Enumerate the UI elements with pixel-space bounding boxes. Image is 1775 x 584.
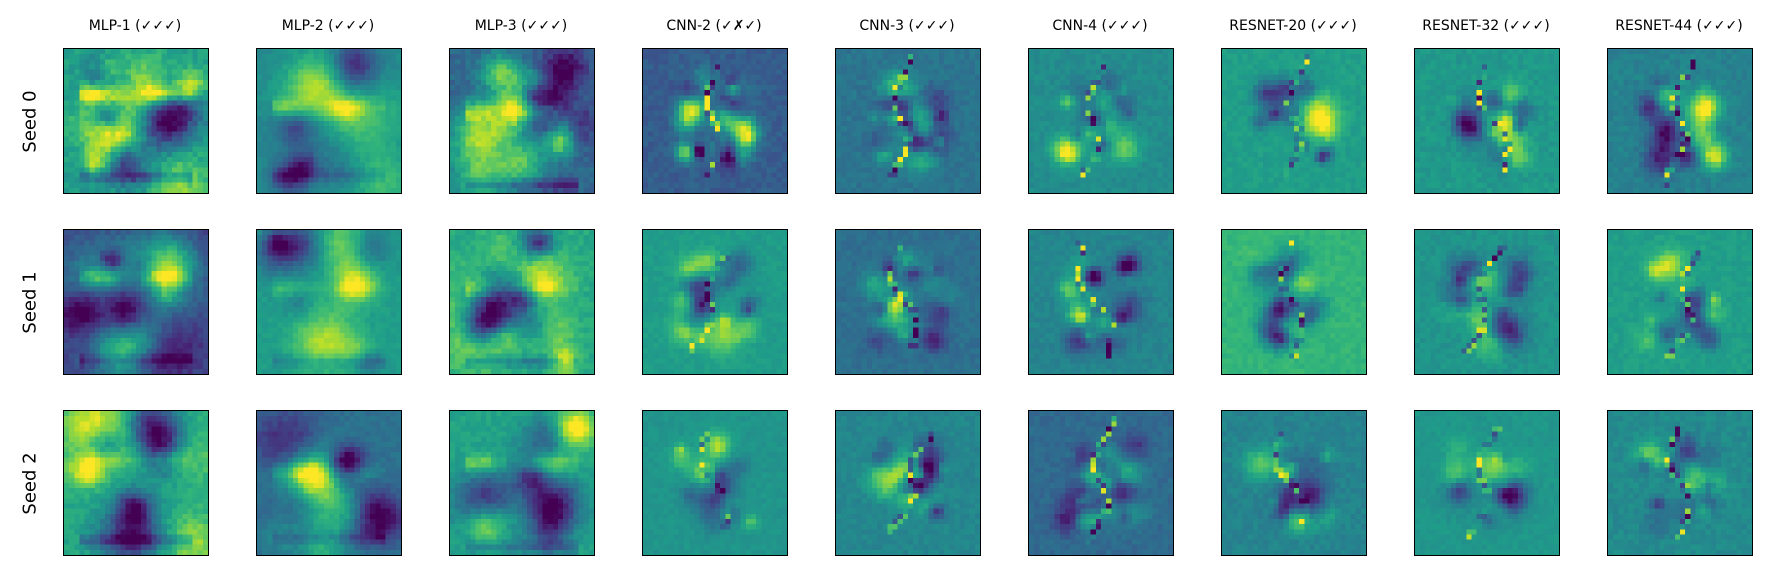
heatmap-panel <box>1221 229 1367 375</box>
heatmap-image <box>643 230 787 374</box>
heatmap-image <box>1608 230 1752 374</box>
heatmap-image <box>1029 230 1173 374</box>
heatmap-image <box>1222 49 1366 193</box>
heatmap-panel <box>835 410 981 556</box>
column-title: RESNET-20 (✓✓✓) <box>1229 18 1357 34</box>
column-title: MLP-2 (✓✓✓) <box>281 18 375 34</box>
heatmap-image <box>1415 230 1559 374</box>
heatmap-image <box>257 411 401 555</box>
column-title: CNN-2 (✓✗✓) <box>666 18 762 34</box>
heatmap-image <box>1222 230 1366 374</box>
heatmap-image <box>450 230 594 374</box>
heatmap-panel <box>256 410 402 556</box>
heatmap-panel <box>1414 229 1560 375</box>
heatmap-image <box>836 49 980 193</box>
heatmap-panel <box>63 229 209 375</box>
column-title: MLP-3 (✓✓✓) <box>474 18 568 34</box>
heatmap-panel <box>1028 48 1174 194</box>
heatmap-panel <box>449 410 595 556</box>
heatmap-panel <box>1028 410 1174 556</box>
heatmap-panel <box>1607 229 1753 375</box>
heatmap-panel <box>1414 48 1560 194</box>
heatmap-image <box>64 411 208 555</box>
column-title: MLP-1 (✓✓✓) <box>88 18 182 34</box>
column-title: CNN-3 (✓✓✓) <box>859 18 955 34</box>
heatmap-image <box>1222 411 1366 555</box>
column-title: RESNET-44 (✓✓✓) <box>1615 18 1743 34</box>
heatmap-panel <box>1221 48 1367 194</box>
heatmap-image <box>257 49 401 193</box>
column-title: CNN-4 (✓✓✓) <box>1052 18 1148 34</box>
heatmap-panel <box>449 229 595 375</box>
heatmap-panel <box>1607 48 1753 194</box>
row-label: Seed 0 <box>19 89 41 153</box>
heatmap-panel <box>1414 410 1560 556</box>
heatmap-image <box>64 49 208 193</box>
heatmap-image <box>1608 49 1752 193</box>
heatmap-image <box>836 230 980 374</box>
heatmap-panel <box>449 48 595 194</box>
heatmap-image <box>64 230 208 374</box>
heatmap-panel <box>256 229 402 375</box>
heatmap-panel <box>1028 229 1174 375</box>
column-title: RESNET-32 (✓✓✓) <box>1422 18 1550 34</box>
heatmap-panel <box>256 48 402 194</box>
heatmap-image <box>1608 411 1752 555</box>
heatmap-image <box>1415 49 1559 193</box>
heatmap-panel <box>835 48 981 194</box>
row-label: Seed 2 <box>19 451 41 515</box>
heatmap-panel <box>1221 410 1367 556</box>
heatmap-image <box>643 411 787 555</box>
heatmap-image <box>450 411 594 555</box>
heatmap-panel <box>642 48 788 194</box>
heatmap-image <box>1415 411 1559 555</box>
heatmap-image <box>836 411 980 555</box>
heatmap-image <box>1029 49 1173 193</box>
heatmap-image <box>257 230 401 374</box>
heatmap-panel <box>1607 410 1753 556</box>
heatmap-image <box>643 49 787 193</box>
heatmap-panel <box>63 48 209 194</box>
row-label: Seed 1 <box>19 270 41 334</box>
heatmap-panel <box>63 410 209 556</box>
heatmap-panel <box>642 410 788 556</box>
heatmap-image <box>1029 411 1173 555</box>
heatmap-panel <box>835 229 981 375</box>
heatmap-image <box>450 49 594 193</box>
heatmap-panel <box>642 229 788 375</box>
